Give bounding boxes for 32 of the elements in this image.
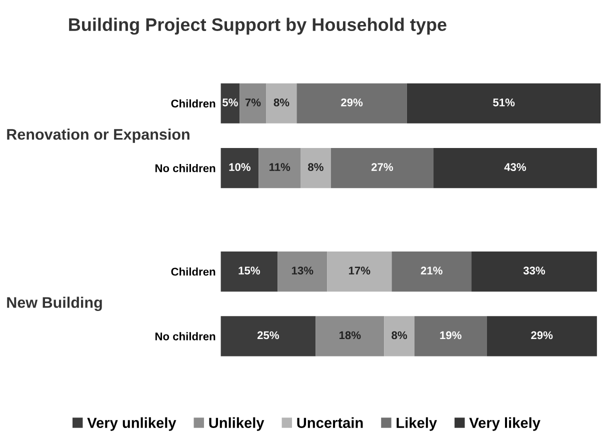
legend-label: Very unlikely [87,417,176,431]
data-label: 8% [274,98,290,106]
legend-label: Very likely [469,417,540,431]
data-label: 19% [440,331,462,340]
data-label: 11% [269,163,290,172]
text: Renovation or Expansion [7,128,190,143]
data-label: 10% [229,163,251,172]
chart-title: Building Project Support by Household type [69,18,446,35]
data-label: 29% [531,331,553,340]
y-tick-label: Children [171,99,216,108]
data-label: 27% [371,163,394,172]
data-label: 25% [257,331,280,340]
text: New Building [7,296,102,312]
data-label: 29% [341,98,363,106]
y-tick-label: Children [171,267,216,276]
legend-label: Uncertain [297,417,363,428]
legend-label: Unlikely [209,417,264,431]
legend-label: Likely [396,417,437,431]
data-label: 5% [222,98,238,106]
data-label: 33% [523,266,546,275]
data-label: 13% [292,266,314,275]
y-tick-label: No children [155,164,216,172]
data-label: 15% [238,266,260,274]
y-tick-label: No children [155,332,216,340]
data-label: 51% [493,98,515,106]
data-label: 8% [392,331,408,340]
data-label: 7% [245,98,261,106]
data-label: 43% [504,163,526,172]
data-label: 18% [339,331,361,340]
data-label: 8% [308,163,324,172]
data-label: 21% [420,266,442,274]
data-label: 17% [348,266,370,274]
